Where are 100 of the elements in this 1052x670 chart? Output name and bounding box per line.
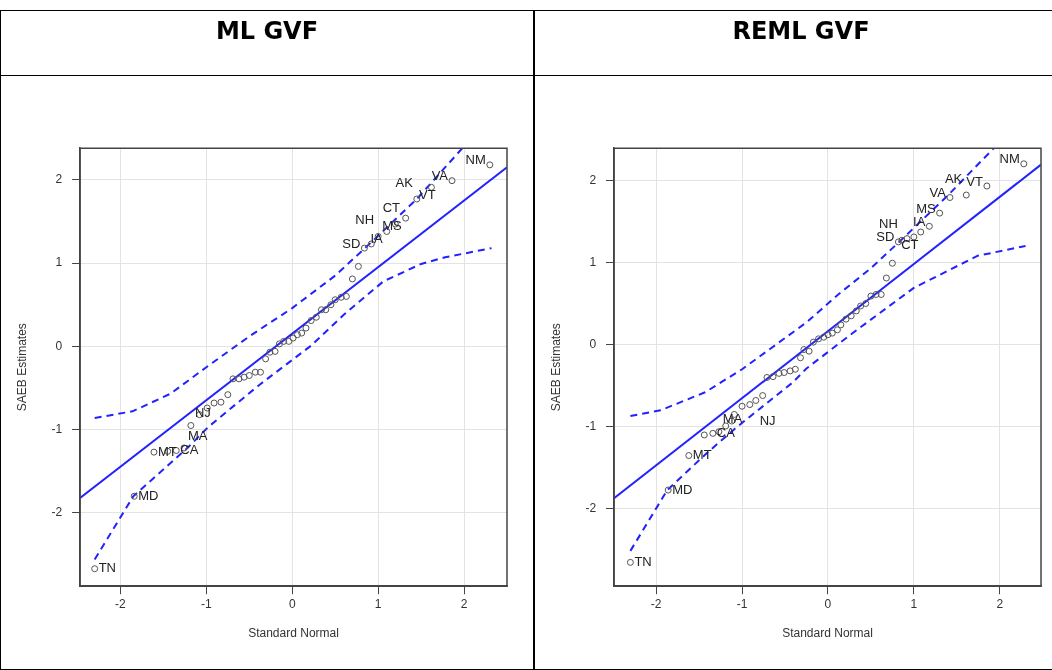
annotation: MT (157, 443, 177, 459)
annotation: VT (419, 186, 436, 202)
point (775, 369, 783, 377)
point (348, 275, 356, 283)
y-tick-label: -2 (51, 505, 63, 520)
point (877, 290, 885, 298)
point (302, 324, 310, 332)
annotation: MA (188, 427, 208, 443)
line-series (93, 247, 493, 561)
point (217, 398, 225, 406)
annotation: MD (138, 487, 159, 503)
annotation: CT (901, 236, 919, 252)
annotation: MS (916, 200, 936, 216)
point (857, 302, 865, 310)
annotation: MT (692, 447, 712, 463)
point (752, 396, 760, 404)
x-tick-label: -2 (650, 596, 662, 611)
point (759, 392, 767, 400)
x-axis-title: Standard Normal (248, 626, 339, 641)
point (266, 348, 274, 356)
point (894, 238, 902, 246)
annotation: AK (395, 174, 414, 190)
x-axis-title: Standard Normal (782, 626, 873, 641)
annotation: VA (929, 185, 947, 201)
point (796, 354, 804, 362)
point (837, 321, 845, 329)
point (842, 315, 850, 323)
point (229, 375, 237, 383)
point (245, 372, 253, 380)
point (888, 259, 896, 267)
point (285, 337, 293, 345)
point (800, 346, 808, 354)
point (983, 182, 991, 190)
point (791, 365, 799, 373)
y-tick-label: 0 (589, 336, 597, 351)
point (824, 331, 832, 339)
point (917, 228, 925, 236)
point (130, 492, 138, 500)
y-axis-title: SAEB Estimates (548, 323, 563, 412)
point (780, 369, 788, 377)
annotation: VT (966, 173, 983, 189)
annotation: TN (98, 560, 117, 576)
point (240, 373, 248, 381)
point (867, 292, 875, 300)
point (327, 301, 335, 309)
y-tick-label: 1 (55, 255, 63, 270)
point (847, 312, 855, 320)
annotation: IA (913, 213, 926, 229)
x-tick-label: 0 (288, 596, 296, 611)
point (700, 431, 708, 439)
point (828, 329, 836, 337)
y-tick-label: 0 (55, 338, 63, 353)
point (815, 335, 823, 343)
y-tick-label: -2 (585, 501, 597, 516)
point (312, 313, 320, 321)
x-tick-label: 1 (910, 596, 918, 611)
point (833, 326, 841, 334)
point (224, 391, 232, 399)
point (962, 191, 970, 199)
point (738, 402, 746, 410)
annotation: NM (999, 151, 1020, 167)
point (626, 558, 634, 566)
point (331, 296, 339, 304)
annotation: AK (944, 170, 963, 186)
x-tick-label: 2 (996, 596, 1004, 611)
point (763, 373, 771, 381)
point (685, 452, 693, 460)
annotation: NH (879, 215, 898, 231)
point (91, 565, 99, 573)
point (820, 333, 828, 341)
y-tick-label: -1 (585, 419, 597, 434)
point (805, 347, 813, 355)
y-tick-label: 2 (55, 172, 63, 187)
point (925, 222, 933, 230)
annotation: VA (431, 168, 449, 184)
point (256, 368, 264, 376)
point (448, 177, 456, 185)
point (872, 290, 880, 298)
point (271, 347, 279, 355)
point (882, 274, 890, 282)
point (262, 355, 270, 363)
point (402, 214, 410, 222)
point (289, 334, 297, 342)
x-tick-label: 0 (824, 596, 832, 611)
point (322, 306, 330, 314)
point (354, 262, 362, 270)
annotation: CA (716, 424, 736, 440)
point (746, 401, 754, 409)
chart-title: ML GVF (214, 17, 320, 45)
point (486, 161, 494, 169)
point (150, 448, 158, 456)
point (664, 486, 672, 494)
point (360, 244, 368, 252)
x-tick-label: -1 (736, 596, 748, 611)
annotation: TN (634, 553, 652, 569)
annotation: NH (355, 212, 375, 228)
x-tick-label: -1 (201, 596, 213, 611)
x-tick-label: -2 (115, 596, 127, 611)
y-tick-label: 2 (589, 172, 597, 187)
point (809, 338, 817, 346)
